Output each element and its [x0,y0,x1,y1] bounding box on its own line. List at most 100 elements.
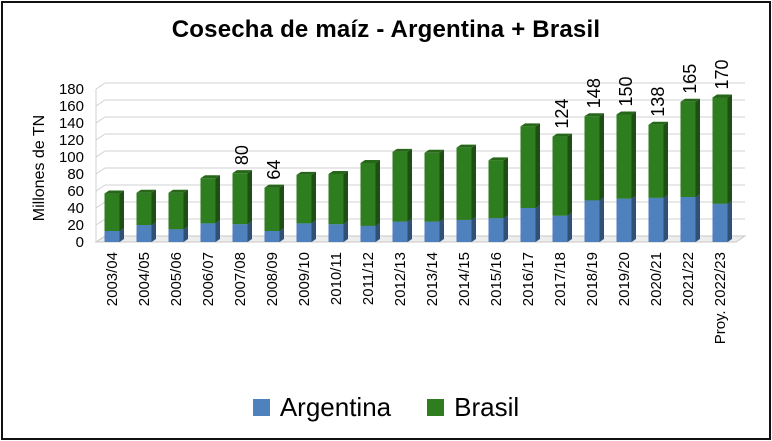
bar-brasil [360,162,376,226]
bar-brasil-top [136,189,156,193]
x-tick-label: 2013/14 [424,252,441,306]
bar-argentina [584,200,600,242]
y-tick-label: 80 [67,166,84,183]
bar-argentina-side [183,226,188,242]
bar-argentina [232,224,248,242]
bar-brasil [648,124,664,198]
total-data-label: 64 [264,160,284,180]
bar-brasil [136,192,152,225]
legend-swatch-argentina [252,399,270,416]
total-data-label: 165 [680,64,700,94]
bar-brasil-side [631,111,636,199]
bar-brasil-top [328,171,348,174]
bar-brasil-top [296,171,316,175]
gridline-depth [95,82,106,90]
gridline-depth [95,184,106,192]
bar-argentina [456,219,472,242]
gridline-depth [95,167,106,175]
bar-brasil [584,116,600,201]
bar-brasil-side [311,171,316,224]
bar-brasil-top [104,190,124,194]
bar-argentina [168,229,184,242]
bar-brasil [712,97,728,204]
x-tick-label: 2009/10 [296,252,313,306]
bar-argentina-side [119,227,124,242]
bar-argentina-side [375,222,380,242]
bar-brasil-side [471,144,476,220]
bar-brasil [392,151,408,222]
bar-brasil-side [663,121,668,198]
bar-argentina [712,203,728,242]
x-tick-label: 2014/15 [456,252,473,306]
y-tick-label: 40 [67,200,84,217]
x-tick-label: 2018/19 [584,252,601,306]
bar-argentina-side [311,220,316,242]
bar-argentina [648,197,664,242]
bar-brasil-top [360,159,380,163]
bar-argentina-side [215,220,220,242]
bar-brasil-side [215,175,220,224]
bar-brasil-side [119,190,124,231]
x-tick-label: 2004/05 [136,252,153,306]
bar-argentina [104,230,120,242]
bar-brasil [296,174,312,224]
x-tick-label: 2021/22 [680,252,697,306]
gridline-depth [95,150,106,158]
x-tick-label: 2011/12 [360,252,377,305]
bar-brasil-side [727,94,732,204]
bar-brasil-top [200,175,220,179]
bar-brasil [552,136,568,216]
bar-argentina-side [631,195,636,242]
bar-brasil [104,193,120,231]
bar-argentina [520,208,536,242]
x-tick-label: 2020/21 [648,252,665,306]
bar-argentina-side [471,216,476,242]
total-data-label: 148 [584,78,604,108]
y-tick-label: 120 [59,132,84,149]
bar-brasil [488,160,504,219]
gridline-depth [95,99,106,107]
bar-brasil-side [503,157,508,219]
gridline-depth [95,133,106,141]
legend-swatch-brasil [427,399,445,416]
bar-brasil [520,126,536,208]
bar-brasil-top [168,189,188,193]
total-data-label: 150 [616,76,636,106]
bar-brasil-side [567,133,572,216]
legend-label-argentina: Argentina [279,392,392,422]
bar-brasil-top [232,170,252,174]
bar-brasil [232,173,248,225]
bar-argentina-side [535,205,540,242]
bar-brasil-side [343,171,348,225]
bar-brasil-side [151,189,156,225]
bar-brasil-top [680,98,700,102]
bar-argentina [296,223,312,242]
x-tick-label: 2017/18 [552,252,569,306]
bar-argentina [424,221,440,242]
bar-argentina [360,225,376,242]
x-tick-label: 2008/09 [264,252,281,306]
gridline-depth [95,201,106,209]
bar-brasil-top [584,113,604,117]
bar-brasil-top [552,133,572,137]
bar-brasil [328,174,344,225]
bar-argentina-side [599,197,604,242]
bar-brasil-top [488,157,508,161]
bar-brasil-top [424,149,444,153]
bar-brasil-top [648,121,668,125]
x-tick-label: 2007/08 [232,252,249,306]
bar-argentina [200,223,216,242]
x-tick-label: 2016/17 [520,252,537,306]
bar-argentina-side [567,212,572,242]
bar-argentina-side [247,221,252,242]
chart-title: Cosecha de maíz - Argentina + Brasil [171,16,601,43]
x-tick-label: 2010/11 [328,252,345,305]
bar-argentina-side [151,222,156,242]
x-tick-label: 2015/16 [488,252,505,306]
y-tick-label: 60 [67,183,84,200]
y-tick-label: 0 [76,234,84,251]
bar-brasil-side [535,123,540,208]
bar-argentina [680,196,696,242]
